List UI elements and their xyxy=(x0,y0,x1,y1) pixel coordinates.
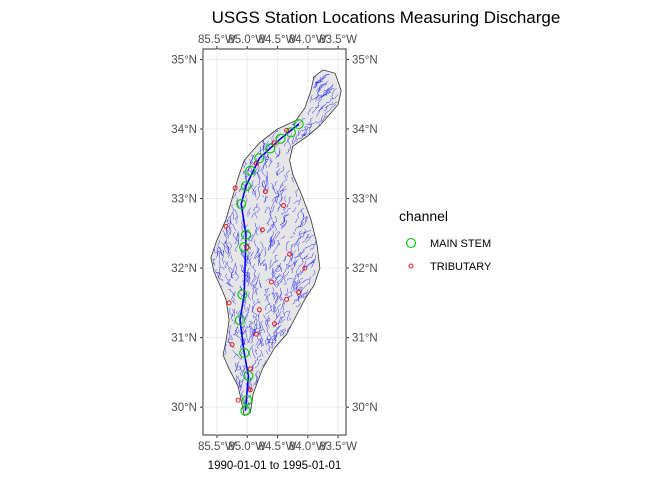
x-tick-label-bottom: 84.5°W xyxy=(259,441,297,453)
x-tick-label-top: 85.5°W xyxy=(198,34,236,46)
main-stem-station xyxy=(239,242,250,253)
y-tick-label-left: 34°N xyxy=(171,124,197,136)
main-stem-station xyxy=(239,347,250,358)
legend-tributary-marker xyxy=(408,263,414,269)
legend-main-stem-label: MAIN STEM xyxy=(430,238,491,250)
legend-main-stem-marker xyxy=(405,237,417,249)
main-stem-stations xyxy=(234,119,304,416)
x-tick-label-top: 84.0°W xyxy=(289,34,327,46)
tributary-stations xyxy=(223,127,308,403)
tributary-station xyxy=(262,189,268,195)
main-stem-station xyxy=(240,180,252,192)
y-tick-label-left: 31°N xyxy=(171,333,197,345)
tributary-station xyxy=(284,127,290,133)
tributary-station xyxy=(247,387,253,393)
main-stem-station xyxy=(265,143,276,154)
y-tick-label-left: 33°N xyxy=(171,194,197,206)
tributary-station xyxy=(232,185,238,191)
x-tick-label-top: 84.5°W xyxy=(259,34,297,46)
tributary-station xyxy=(287,251,293,257)
tributary-station xyxy=(247,366,253,372)
y-tick-label-right: 33°N xyxy=(352,194,378,206)
y-tick-label-right: 32°N xyxy=(352,263,378,275)
date-range-caption: 1990-01-01 to 1995-01-01 xyxy=(208,460,342,472)
map-title: USGS Station Locations Measuring Dischar… xyxy=(212,8,561,27)
main-stem-station xyxy=(254,153,265,164)
tributary-station xyxy=(256,307,262,313)
main-stem-station xyxy=(243,370,254,381)
main-stem-station xyxy=(240,405,251,416)
map-axes: 85.5°W85.5°W85.0°W85.0°W84.5°W84.5°W84.0… xyxy=(171,34,377,453)
tributary-station xyxy=(253,331,259,337)
y-tick-label-right: 30°N xyxy=(352,402,378,414)
legend: channel MAIN STEM TRIBUTARY xyxy=(399,208,492,273)
x-tick-label-bottom: 83.5°W xyxy=(319,441,357,453)
main-stem-station xyxy=(293,119,304,130)
y-tick-label-right: 35°N xyxy=(352,54,378,66)
tributary-station xyxy=(229,342,235,348)
tributary-station xyxy=(259,227,265,233)
y-tick-label-right: 31°N xyxy=(352,333,378,345)
tributary-station xyxy=(284,296,290,302)
legend-tributary-label: TRIBUTARY xyxy=(430,261,492,273)
tributary-station xyxy=(272,140,277,146)
tributary-station xyxy=(223,223,229,229)
y-tick-label-left: 32°N xyxy=(171,263,197,275)
graticule xyxy=(203,49,346,435)
tributary-station xyxy=(244,244,250,250)
x-tick-label-top: 85.0°W xyxy=(228,34,266,46)
tributary-station xyxy=(226,300,232,306)
main-stem-station xyxy=(242,395,253,406)
main-stem-station xyxy=(234,315,246,326)
y-tick-label-left: 30°N xyxy=(171,402,197,414)
main-stem-station xyxy=(237,289,248,300)
y-tick-label-right: 34°N xyxy=(352,124,378,136)
tributary-station xyxy=(253,161,259,167)
tributary-station xyxy=(296,289,302,295)
main-stem-station xyxy=(236,199,247,210)
x-tick-label-top: 83.5°W xyxy=(319,34,357,46)
x-tick-label-bottom: 84.0°W xyxy=(289,441,327,453)
main-stem-station xyxy=(245,165,256,176)
main-stem-station xyxy=(275,133,286,144)
tributary-station xyxy=(235,397,241,403)
main-stem-station xyxy=(240,229,252,240)
tributary-station xyxy=(281,202,287,208)
x-tick-label-bottom: 85.5°W xyxy=(198,441,236,453)
tributary-station xyxy=(268,279,274,285)
y-tick-label-left: 35°N xyxy=(171,54,197,66)
tributary-station xyxy=(272,321,277,327)
legend-title: channel xyxy=(399,208,448,224)
x-tick-label-bottom: 85.0°W xyxy=(228,441,266,453)
tributary-station xyxy=(302,265,308,271)
